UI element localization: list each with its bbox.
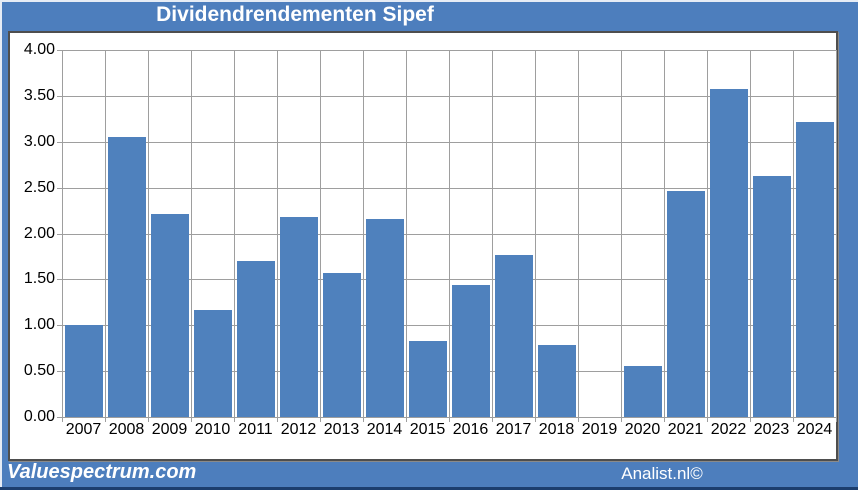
x-tick-label-2017: 2017 bbox=[495, 421, 532, 438]
footer-bottom-line bbox=[0, 487, 858, 490]
v-gridline bbox=[363, 50, 364, 422]
h-gridline bbox=[57, 371, 836, 373]
bar-2012 bbox=[279, 216, 318, 417]
y-tick-label: 1.50 bbox=[23, 270, 55, 288]
bar-2020 bbox=[623, 365, 662, 417]
x-tick-label-2022: 2022 bbox=[710, 421, 747, 438]
x-tick-label-2008: 2008 bbox=[108, 421, 145, 438]
v-gridline bbox=[449, 50, 450, 422]
v-gridline bbox=[62, 50, 63, 422]
x-tick-label-2016: 2016 bbox=[452, 421, 489, 438]
h-gridline bbox=[57, 279, 836, 281]
v-gridline bbox=[750, 50, 751, 422]
y-tick-label: 2.50 bbox=[23, 178, 55, 196]
x-tick-label-2018: 2018 bbox=[538, 421, 575, 438]
y-tick-label: 4.00 bbox=[23, 41, 55, 58]
x-tick-label-2020: 2020 bbox=[624, 421, 661, 438]
bar-2018 bbox=[537, 345, 576, 417]
v-gridline bbox=[621, 50, 622, 422]
v-gridline bbox=[664, 50, 665, 422]
x-axis-labels: 2007 2008 2009 2010 2011 2012 2013 2014 2015 2016… bbox=[62, 421, 836, 441]
bar-2024 bbox=[795, 121, 834, 417]
bar-2015 bbox=[408, 340, 447, 417]
footer-credit-analist: Analist.nl© bbox=[621, 464, 703, 483]
x-tick-label-2019: 2019 bbox=[581, 421, 618, 438]
v-gridline bbox=[707, 50, 708, 422]
x-tick-label-2013: 2013 bbox=[323, 421, 360, 438]
v-gridline bbox=[148, 50, 149, 422]
x-tick-label-2023: 2023 bbox=[753, 421, 790, 438]
bar-2011 bbox=[236, 261, 275, 417]
chart-title: Dividendrendementen Sipef bbox=[156, 3, 434, 26]
y-tick-label: 3.50 bbox=[23, 86, 55, 104]
y-tick-label: 0.00 bbox=[23, 408, 55, 425]
bar-2013 bbox=[322, 272, 361, 417]
v-gridline bbox=[105, 50, 106, 422]
h-gridline bbox=[57, 50, 836, 51]
y-axis-labels: 4.00 3.50 3.00 2.50 2.00 1.50 1.00 0.50 0.00 bbox=[10, 33, 60, 459]
bar-2009 bbox=[150, 214, 189, 417]
v-gridline bbox=[793, 50, 794, 422]
bar-2008 bbox=[107, 137, 146, 417]
x-tick-label-2007: 2007 bbox=[65, 421, 102, 438]
y-tick-label: 0.50 bbox=[23, 362, 55, 380]
bar-2017 bbox=[494, 254, 533, 417]
v-gridline bbox=[234, 50, 235, 422]
h-gridline bbox=[57, 141, 836, 143]
x-tick-label-2024: 2024 bbox=[796, 421, 833, 438]
bar-2021 bbox=[666, 191, 705, 417]
v-gridline bbox=[492, 50, 493, 422]
v-gridline bbox=[535, 50, 536, 422]
v-gridline bbox=[277, 50, 278, 422]
bar-2010 bbox=[193, 309, 232, 417]
x-tick-label-2015: 2015 bbox=[409, 421, 446, 438]
x-tick-label-2014: 2014 bbox=[366, 421, 403, 438]
h-gridline bbox=[57, 325, 836, 327]
bar-2007 bbox=[64, 325, 103, 417]
v-gridline bbox=[578, 50, 579, 422]
h-gridline bbox=[57, 233, 836, 235]
x-tick-label-2010: 2010 bbox=[194, 421, 231, 438]
v-gridline bbox=[836, 50, 837, 422]
h-gridline bbox=[57, 417, 836, 418]
bar-2022 bbox=[709, 89, 748, 417]
h-gridline bbox=[57, 187, 836, 189]
bar-2023 bbox=[752, 175, 791, 417]
y-tick-label: 2.00 bbox=[23, 224, 55, 242]
footer-brand-valuespectrum: Valuespectrum.com bbox=[7, 461, 197, 483]
h-gridline bbox=[57, 95, 836, 97]
v-gridline bbox=[191, 50, 192, 422]
v-gridline bbox=[406, 50, 407, 422]
y-tick-label: 1.00 bbox=[23, 316, 55, 334]
x-tick-label-2009: 2009 bbox=[151, 421, 188, 438]
chart-panel: 4.00 3.50 3.00 2.50 2.00 1.50 1.00 0.50 0.00 200… bbox=[8, 31, 838, 461]
v-gridline bbox=[320, 50, 321, 422]
x-tick-label-2011: 2011 bbox=[238, 421, 273, 438]
plot-area bbox=[57, 50, 837, 422]
bar-2016 bbox=[451, 284, 490, 417]
x-tick-label-2021: 2021 bbox=[667, 421, 704, 438]
x-tick-label-2012: 2012 bbox=[280, 421, 317, 438]
y-tick-label: 3.00 bbox=[23, 132, 55, 150]
bar-2014 bbox=[365, 218, 404, 417]
